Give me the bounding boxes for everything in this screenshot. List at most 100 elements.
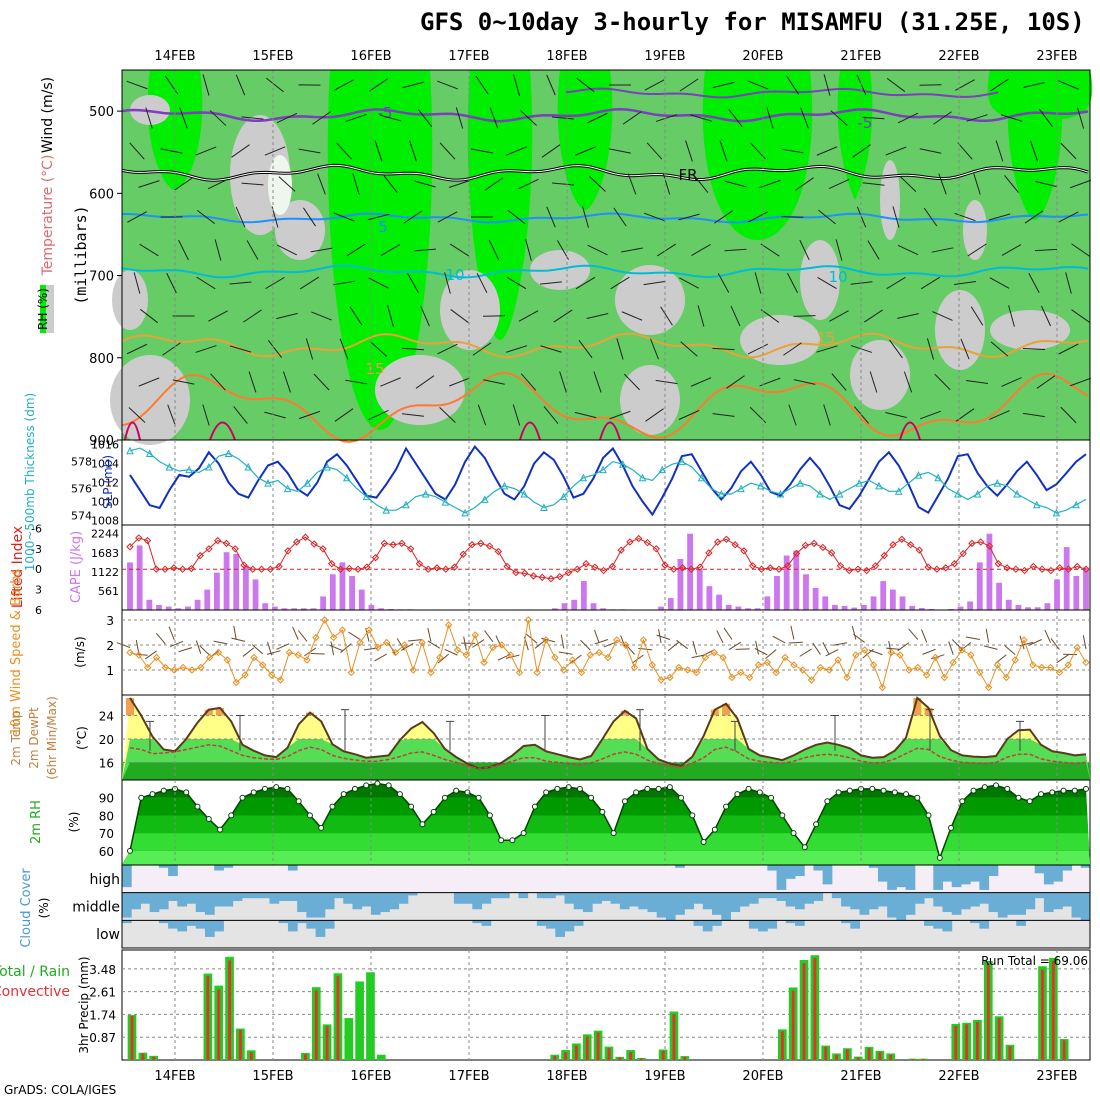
precip-convective-bar: [683, 1056, 687, 1060]
cloud-bar-middle: [647, 892, 658, 913]
rh2m-marker: [869, 785, 876, 792]
precip-convective-bar: [325, 1025, 329, 1060]
date-label-bottom: 18FEB: [546, 1069, 587, 1084]
cloud-bar-middle: [472, 892, 483, 910]
cloud-bar-low: [767, 920, 778, 929]
wind-barb: [243, 309, 262, 323]
wind-speed-marker: [790, 661, 798, 669]
lifted-index-marker: [784, 562, 792, 570]
cloud-bar-middle: [730, 892, 741, 913]
wind-barb: [413, 248, 437, 252]
wind-barb: [276, 112, 298, 124]
rh-moist-region: [327, 70, 433, 430]
wind-speed-marker: [745, 673, 754, 682]
wind-barb-10m: [897, 642, 910, 652]
cloud-bar-low: [481, 920, 492, 926]
cloud-bar-middle: [453, 892, 464, 904]
wind-barb-10m: [825, 649, 839, 657]
wind-barb: [867, 240, 880, 260]
wind-speed-marker: [179, 663, 187, 672]
cape-bar: [861, 604, 867, 610]
wind-barb: [823, 404, 831, 426]
lifted-index-marker: [801, 541, 810, 550]
cloud-bar-high: [942, 865, 953, 882]
wind-barb: [349, 306, 363, 326]
cloud-bar-middle: [601, 892, 612, 901]
wind-barb-10m: [886, 647, 901, 650]
wind-speed-marker: [197, 663, 205, 672]
cape-bar: [687, 533, 693, 610]
wind-barb: [616, 338, 624, 360]
wind-barb: [472, 342, 492, 356]
cloud-bar-middle: [1071, 892, 1082, 918]
cloud-bar-middle: [1053, 892, 1063, 910]
wind-barb-10m: [116, 642, 131, 648]
wind-speed-marker: [143, 663, 152, 672]
cape-bar: [976, 562, 983, 610]
wind-barb-10m: [396, 638, 405, 651]
wind-barb-10m: [310, 652, 325, 655]
rh2m-marker: [1015, 794, 1022, 801]
wind-barb-10m: [716, 630, 724, 644]
precip-convective-bar: [921, 1058, 925, 1060]
precip-convective-bar: [585, 1036, 589, 1060]
cloud-bar-middle: [195, 892, 206, 913]
wind-barb: [1069, 179, 1092, 189]
thickness-marker: [579, 473, 588, 482]
wind-barb: [662, 173, 671, 195]
rh2m-marker: [914, 794, 921, 801]
wind-speed-marker: [710, 648, 718, 657]
cloud-bar-high: [675, 865, 685, 868]
cloud-bar-low: [158, 920, 169, 924]
wind-speed-marker: [1046, 663, 1055, 672]
wind-speed-marker: [666, 673, 674, 682]
lifted-index-marker: [1055, 564, 1064, 572]
wind-barb: [484, 177, 504, 191]
lifted-index-marker: [143, 536, 152, 545]
temp-area-hot: [722, 703, 731, 716]
wind-speed-marker: [869, 661, 878, 669]
wind-barb: [179, 107, 188, 129]
thickness-marker: [559, 492, 568, 501]
rh2m-marker: [441, 794, 448, 801]
wind-barb: [178, 239, 189, 261]
wind-barb: [748, 211, 768, 223]
wind-barb: [235, 206, 246, 228]
cloud-bar-middle: [370, 892, 381, 915]
cloud-bar-middle: [140, 892, 151, 904]
thickness-marker: [1032, 500, 1041, 509]
wind-barb: [506, 146, 527, 156]
slp-tick-label: 1014: [91, 458, 119, 471]
lifted-index-marker: [924, 563, 932, 571]
cloud-layer-label: high: [89, 872, 120, 888]
wind-speed-marker: [338, 626, 347, 634]
cloud-bar-low: [204, 920, 215, 937]
rh-moist-region: [557, 70, 613, 210]
wind-speed-marker: [976, 668, 984, 677]
wind-barb: [897, 112, 919, 124]
wind-barb: [310, 247, 333, 253]
wind-barb: [589, 176, 606, 192]
wind-barb: [760, 309, 780, 323]
wind-barb: [899, 176, 917, 192]
cloud-bar-middle: [721, 892, 731, 921]
wind-speed-marker: [737, 668, 745, 677]
rh2m-band: [122, 797, 1090, 816]
precip-convective-bar: [618, 1057, 622, 1060]
precip-convective-bar: [997, 1018, 1001, 1060]
wind-barb: [345, 379, 367, 385]
cloud-bar-middle: [343, 892, 353, 904]
precip-convective-bar: [780, 1031, 784, 1060]
wind-barb: [174, 177, 193, 191]
cape-bar: [233, 553, 240, 610]
wind-speed-marker: [135, 651, 143, 659]
wind-speed-marker: [126, 648, 134, 657]
wind-barb-10m: [348, 631, 361, 641]
wind-barb: [229, 345, 252, 353]
wind-barb-10m: [144, 650, 157, 660]
rh2m-marker: [396, 791, 403, 798]
wind-barb: [691, 244, 711, 256]
chart-title: GFS 0~10day 3-hourly for MISAMFU (31.25E…: [420, 8, 1085, 36]
cloud-bar-middle: [970, 892, 980, 907]
temp-area-low: [122, 762, 1090, 780]
